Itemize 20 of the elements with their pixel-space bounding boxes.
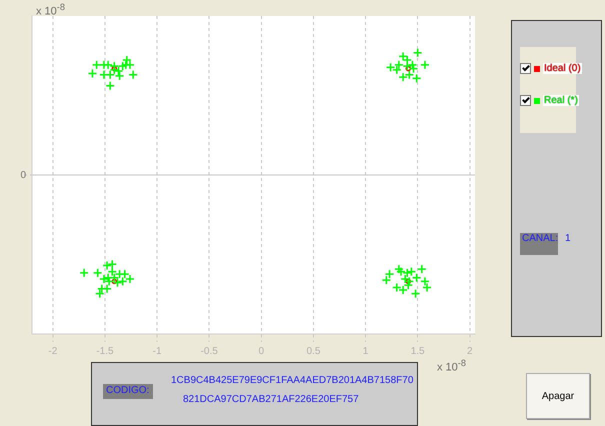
text: CODIGO:: [106, 385, 150, 396]
x-tick-label: 1: [362, 346, 369, 357]
text: x 10$^{-8}$: [36, 2, 65, 18]
x-tick-label: 2: [467, 346, 474, 357]
text: 1CB9C4B425E79E9CF1FAA4AED7B201A4B7158F70: [171, 375, 414, 386]
legend-label: Ideal (0): [543, 63, 582, 74]
x-tick-label: -2: [48, 346, 58, 357]
text: 1: [565, 233, 571, 244]
text: 821DCA97CD7AB271AF226E20EF757: [183, 394, 359, 405]
x-tick-label: -0.5: [200, 346, 218, 357]
x-tick-label: 0.5: [306, 346, 321, 357]
text: 0: [20, 170, 26, 181]
x-tick-label: 1.5: [410, 346, 426, 357]
text: CANAL:: [522, 233, 558, 244]
x-tick-label: 0: [258, 346, 265, 357]
text: Apagar: [526, 373, 590, 419]
x-tick-label: -1.5: [96, 346, 114, 357]
legend-label: Real (*): [543, 95, 579, 106]
text: x 10$^{-8}$: [437, 358, 466, 374]
x-tick-label: -1: [152, 346, 162, 357]
